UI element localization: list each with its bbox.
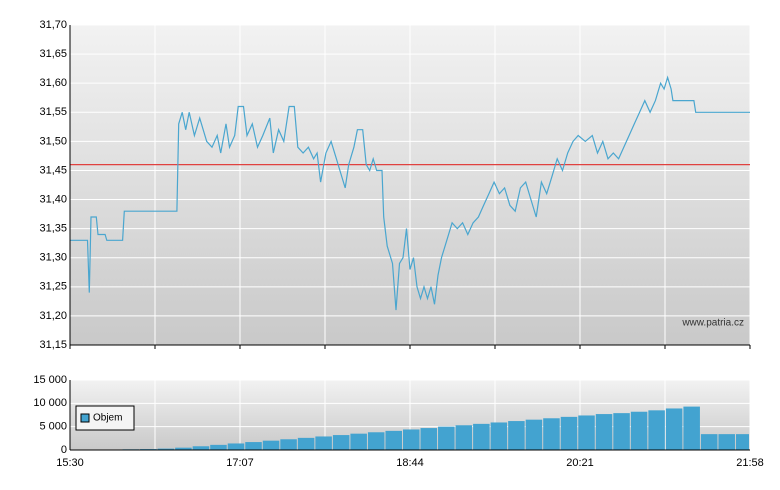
y-tick-label: 31,60 xyxy=(39,77,67,89)
volume-bar xyxy=(175,447,192,450)
legend-swatch xyxy=(80,413,90,423)
volume-bar xyxy=(543,418,560,450)
y-tick-label: 0 xyxy=(61,444,67,456)
volume-bar xyxy=(735,434,749,450)
volume-bar xyxy=(508,421,525,450)
y-tick-label: 31,40 xyxy=(39,193,67,205)
volume-bar xyxy=(385,430,402,450)
volume-bar xyxy=(578,415,595,450)
volume-bar xyxy=(227,443,245,450)
x-tick-label: 17:07 xyxy=(226,457,254,469)
volume-bar xyxy=(683,406,700,450)
volume-bar xyxy=(192,446,210,450)
volume-bar xyxy=(560,416,578,450)
volume-bar xyxy=(157,448,175,450)
y-tick-label: 31,50 xyxy=(39,135,67,147)
volume-bar xyxy=(455,425,473,450)
price-line xyxy=(70,75,750,311)
legend-box xyxy=(75,405,135,431)
volume-bar xyxy=(490,422,508,450)
volume-bar xyxy=(332,435,350,450)
y-tick-label: 31,25 xyxy=(39,281,67,293)
volume-bar xyxy=(700,434,718,450)
volume-bar xyxy=(280,439,297,450)
y-tick-label: 5 000 xyxy=(39,421,67,433)
y-tick-label: 31,70 xyxy=(39,19,67,31)
y-tick-label: 31,45 xyxy=(39,164,67,176)
y-tick-label: 15 000 xyxy=(33,374,67,386)
y-tick-label: 31,15 xyxy=(39,339,67,351)
volume-bar xyxy=(473,423,490,450)
volume-bar xyxy=(438,426,455,450)
volume-bar xyxy=(613,413,630,450)
volume-bar xyxy=(350,433,367,450)
volume-bar xyxy=(420,428,438,450)
x-tick-label: 18:44 xyxy=(396,457,424,469)
volume-bar xyxy=(315,436,332,450)
x-tick-label: 21:58 xyxy=(736,457,764,469)
legend-label: Objem xyxy=(93,413,122,424)
y-tick-label: 10 000 xyxy=(33,397,67,409)
y-tick-label: 31,20 xyxy=(39,310,67,322)
volume-bar xyxy=(648,410,665,450)
y-tick-label: 31,35 xyxy=(39,223,67,235)
y-tick-label: 31,30 xyxy=(39,252,67,264)
watermark: www.patria.cz xyxy=(681,318,744,329)
volume-bar xyxy=(210,444,227,450)
volume-bar xyxy=(297,437,315,450)
volume-bar xyxy=(630,411,648,450)
volume-bar xyxy=(367,432,385,450)
y-tick-label: 31,65 xyxy=(39,48,67,60)
x-tick-label: 15:30 xyxy=(56,457,84,469)
volume-bar xyxy=(262,440,280,450)
x-tick-label: 20:21 xyxy=(566,457,594,469)
volume-bar xyxy=(665,408,683,450)
volume-bar xyxy=(402,429,420,450)
y-tick-label: 31,55 xyxy=(39,106,67,118)
volume-bar xyxy=(595,414,613,450)
volume-bar xyxy=(718,434,735,450)
volume-bar xyxy=(525,419,543,450)
volume-bar xyxy=(245,442,262,450)
